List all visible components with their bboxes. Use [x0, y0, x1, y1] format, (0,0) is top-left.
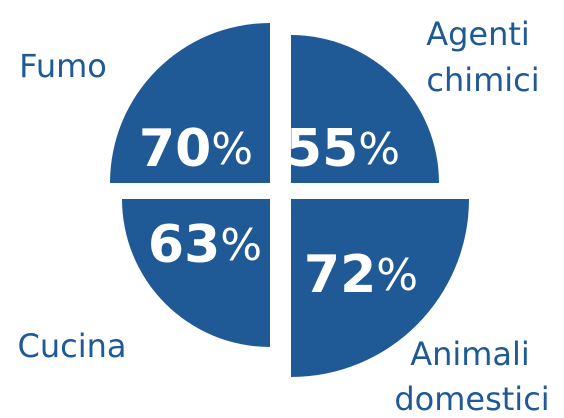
pie-slice-fumo [110, 23, 270, 183]
category-label-agenti-chimici-line-1: Agenti [426, 15, 530, 53]
pie-slice-animali-domestici [291, 199, 469, 377]
data-label-animali-domestici: 72% [304, 245, 418, 305]
chart-value-labels: 70% 55%63% 72% [139, 119, 418, 305]
data-label-agenti-chimici-value: 55 [286, 119, 358, 179]
chart-segments [110, 23, 469, 377]
data-label-fumo-percent: % [211, 124, 253, 175]
data-label-cucina-percent: % [220, 220, 262, 271]
category-label-fumo: Fumo [19, 47, 107, 85]
category-label-animali-domestici-line-1: Animali [410, 335, 530, 373]
data-label-cucina-value: 63 [148, 215, 220, 275]
data-label-animali-domestici-percent: % [376, 250, 418, 301]
data-label-fumo-value: 70 [139, 119, 211, 179]
category-label-agenti-chimici-line-2: chimici [426, 61, 539, 99]
data-label-agenti-chimici-percent: % [358, 124, 400, 175]
data-label-animali-domestici-value: 72 [304, 245, 376, 305]
category-label-animali-domestici-line-2: domestici [394, 380, 549, 418]
data-label-agenti-chimici: 55% [286, 119, 400, 179]
category-label-cucina: Cucina [18, 327, 127, 365]
pie-slice-cucina [122, 199, 270, 347]
data-label-fumo: 70% [139, 119, 253, 179]
pie-slice-agenti-chimici [291, 35, 439, 183]
data-label-cucina: 63% [148, 215, 262, 275]
chart-category-labels: Fumo Agenti chimici Cucina Animali domestici [18, 15, 550, 418]
